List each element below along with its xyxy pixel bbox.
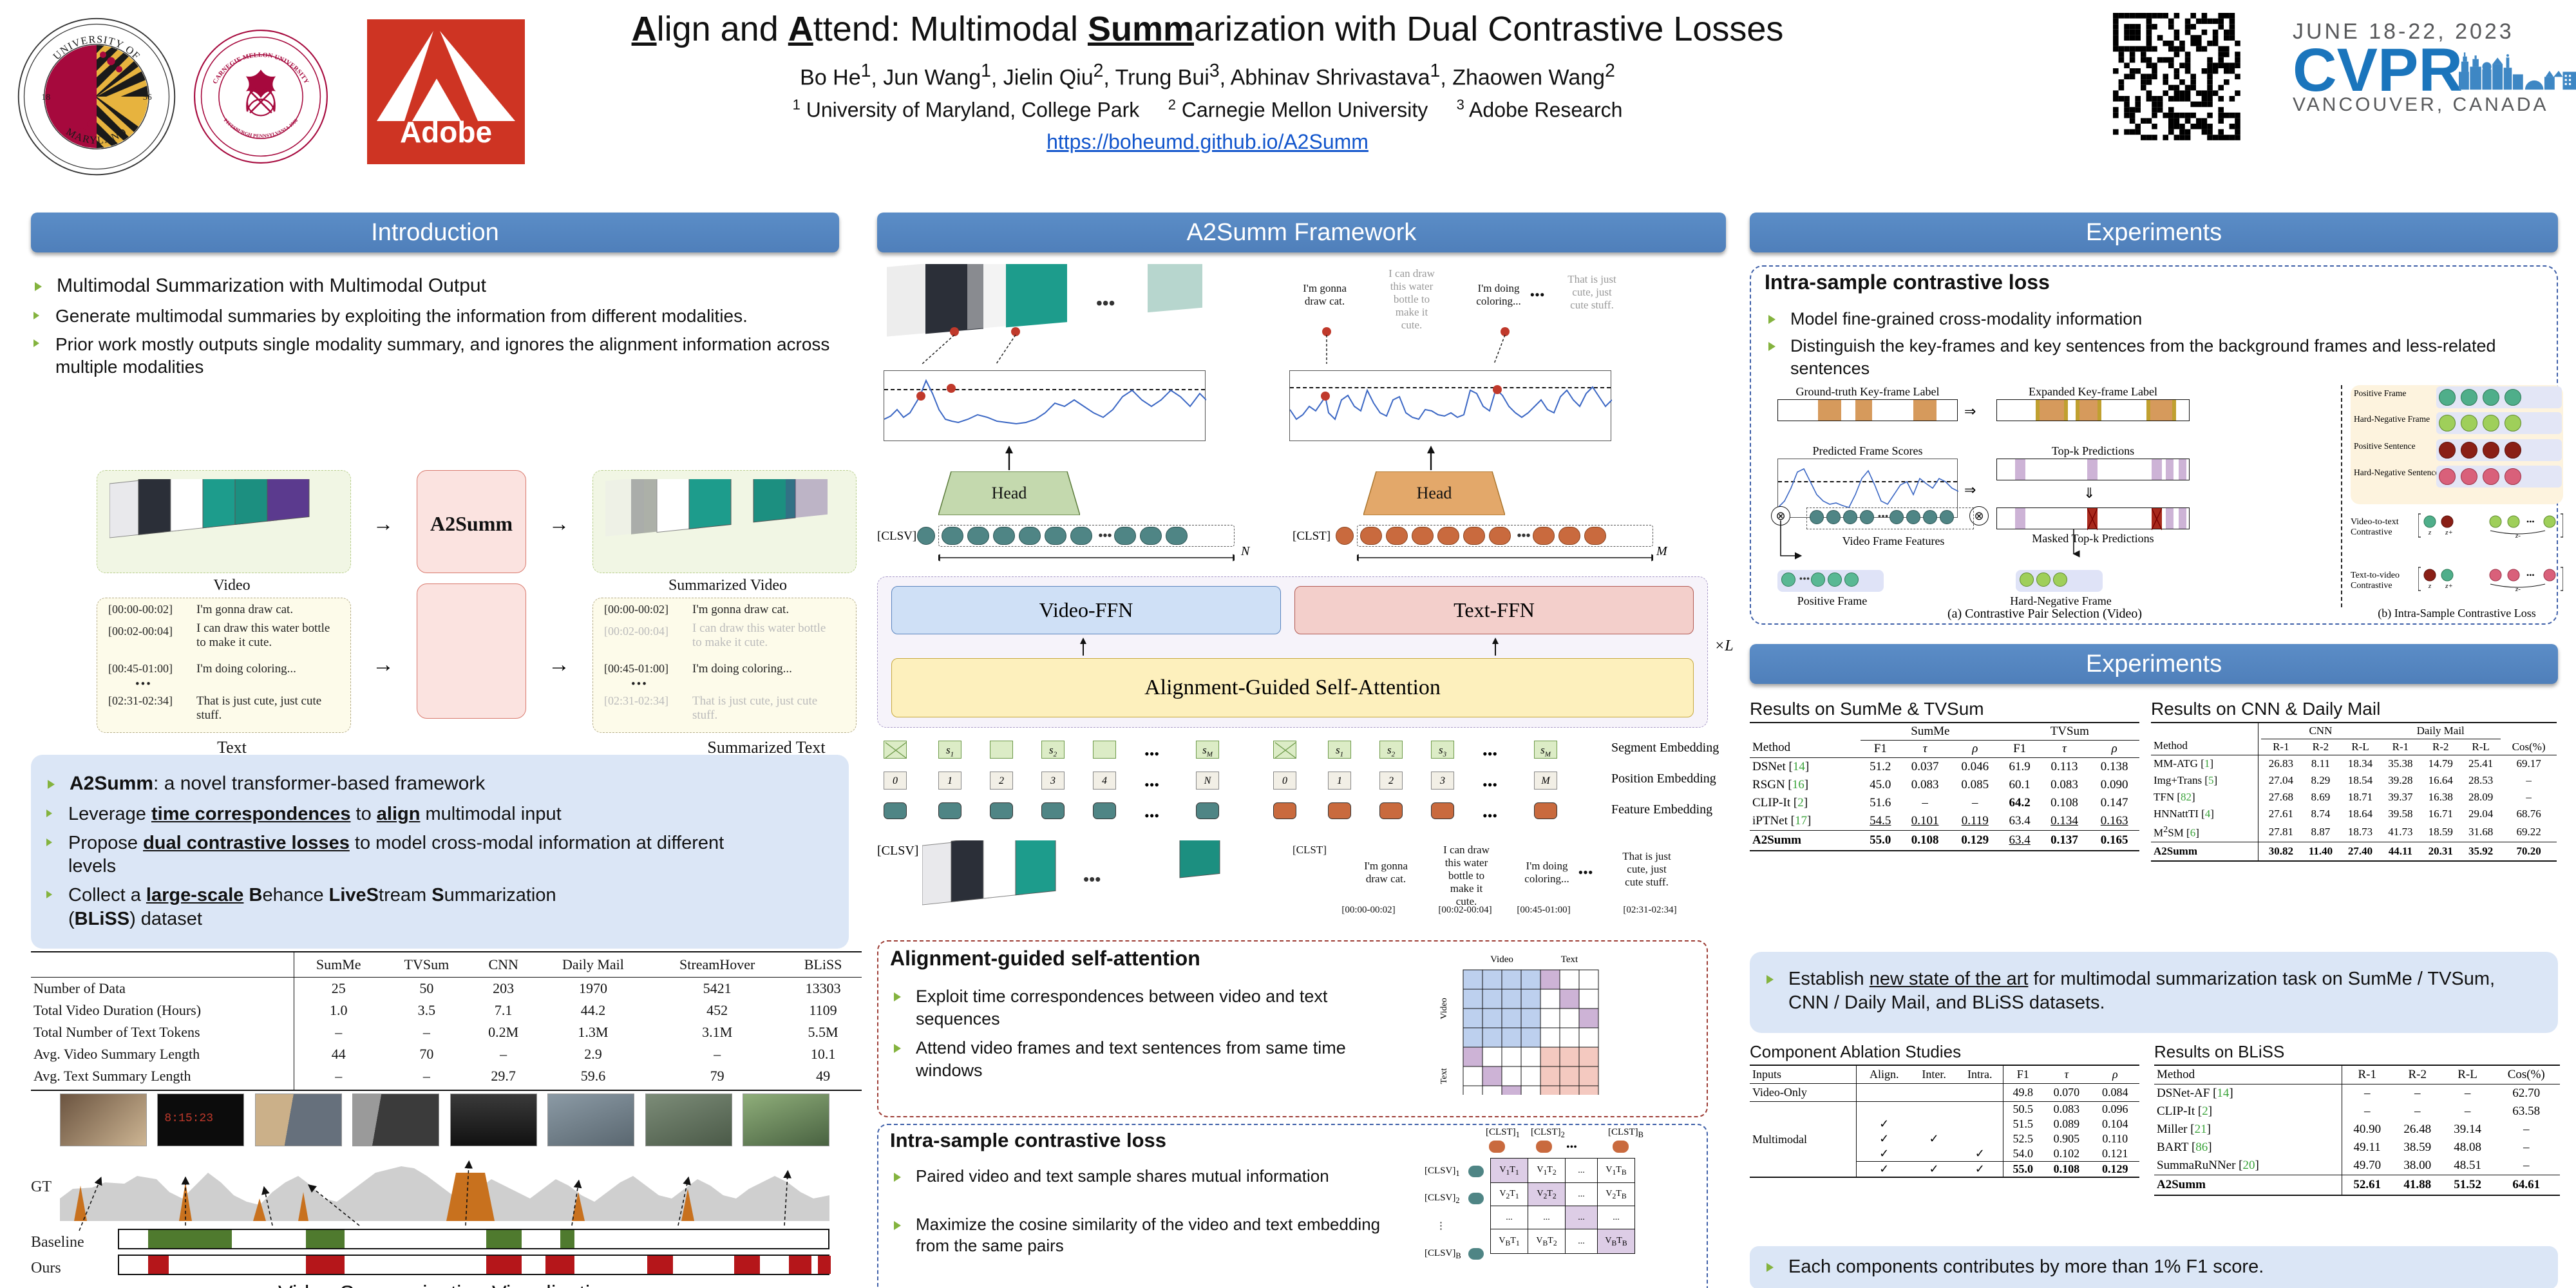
- svg-text:z-: z-: [2515, 532, 2521, 538]
- svg-text:z+: z+: [2445, 529, 2453, 536]
- svg-text:18: 18: [41, 92, 50, 102]
- svg-text:z+: z+: [2445, 582, 2453, 590]
- svg-text:56: 56: [143, 92, 152, 102]
- svg-text:z: z: [2428, 582, 2432, 590]
- svg-text:z: z: [2428, 529, 2432, 536]
- svg-text:Video: Video: [1490, 954, 1513, 965]
- svg-text:Text: Text: [1561, 954, 1578, 965]
- svg-text:Video: Video: [1439, 998, 1449, 1019]
- svg-text:•••: •••: [2526, 571, 2535, 580]
- svg-text:•••: •••: [2526, 517, 2535, 526]
- svg-text:z-: z-: [2515, 585, 2521, 592]
- svg-text:Head: Head: [1417, 484, 1452, 502]
- svg-text:Text: Text: [1439, 1068, 1449, 1084]
- svg-text:Head: Head: [992, 484, 1027, 502]
